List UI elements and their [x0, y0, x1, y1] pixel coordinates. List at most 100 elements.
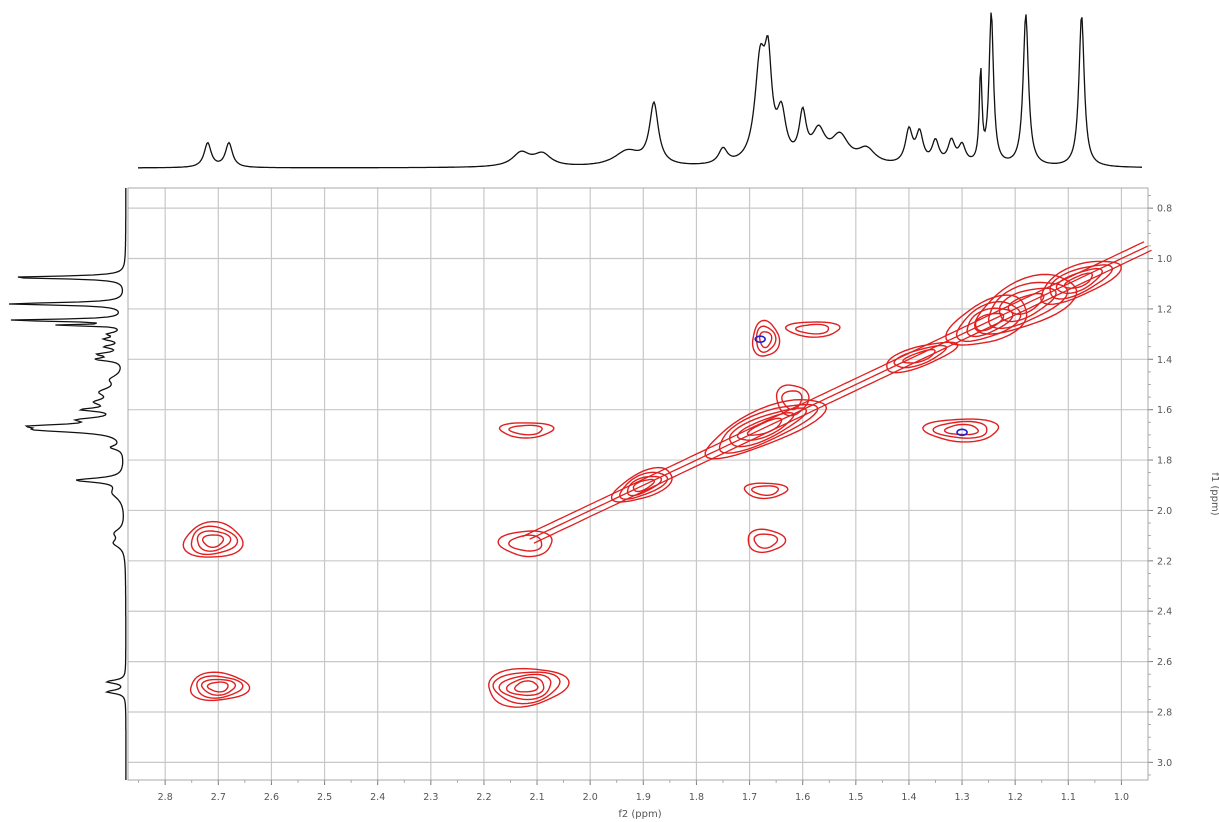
contour-level: [619, 471, 669, 500]
contour-level: [932, 420, 988, 439]
contour-level: [196, 530, 232, 552]
x-tick-label: 1.0: [1114, 792, 1129, 803]
x-axis: 2.8 2.7 2.6 2.5 2.4 2.3 2.2 2.1 2.0 1.9 1.8 1.7 1.6 1…: [138, 780, 1129, 803]
cross-peak: [182, 520, 244, 558]
y-tick-label: 1.4: [1157, 355, 1172, 366]
x-tick-label: 2.5: [317, 792, 332, 803]
x-tick-label: 2.3: [423, 792, 438, 803]
cross-peak: [497, 530, 553, 558]
cross-peak: [704, 398, 828, 460]
y-tick-label: 3.0: [1157, 758, 1172, 769]
contour-level: [781, 390, 803, 411]
cross-peak: [743, 482, 789, 500]
y-tick-label: 1.0: [1157, 254, 1172, 265]
x-tick-label: 1.9: [636, 792, 651, 803]
contour-level: [743, 482, 789, 500]
x-tick-label: 1.8: [689, 792, 704, 803]
contour-level: [753, 533, 779, 549]
cross-peak: [751, 319, 781, 357]
x-tick-label: 1.3: [955, 792, 970, 803]
contour-level: [201, 534, 225, 548]
y-tick-label: 1.6: [1157, 405, 1172, 416]
x-axis-title: f2 (ppm): [618, 809, 661, 820]
contour-level: [1007, 292, 1045, 315]
cross-peak: [488, 667, 570, 708]
diagonal-contour: [533, 249, 1152, 544]
contour-level: [973, 273, 1078, 335]
top-spectrum-trace: [138, 12, 1142, 169]
contour-level: [775, 384, 810, 417]
contour-level: [513, 680, 539, 693]
y-tick-label: 2.4: [1157, 607, 1172, 618]
y-axis-title: f1 (ppm): [1209, 472, 1219, 515]
contour-level: [505, 676, 545, 697]
x-tick-label: 1.5: [848, 792, 863, 803]
x-tick-label: 2.7: [211, 792, 226, 803]
x-tick-label: 2.4: [370, 792, 385, 803]
x-tick-label: 1.7: [742, 792, 757, 803]
contour-level: [206, 681, 229, 693]
contour-level: [758, 331, 773, 349]
contour-level: [794, 323, 830, 335]
contour-level: [755, 325, 777, 354]
contour-level: [498, 422, 555, 439]
contour-level: [750, 485, 779, 496]
contour-level: [488, 667, 570, 708]
contour-level: [626, 475, 663, 497]
contour-level: [955, 301, 1022, 343]
cross-peak: [886, 341, 959, 374]
cross-peak: [610, 466, 673, 503]
contour-level: [497, 530, 553, 558]
cross-peak: [922, 418, 1000, 443]
x-tick-label: 1.1: [1061, 792, 1076, 803]
contour-level: [196, 675, 244, 699]
y-tick-label: 1.2: [1157, 304, 1172, 315]
contour-level: [610, 466, 673, 503]
contour-level: [784, 321, 841, 338]
left-1d-projection: [8, 187, 127, 780]
contour-level: [182, 520, 244, 558]
contour-level: [704, 398, 828, 460]
contour-level: [189, 671, 251, 702]
contour-level: [190, 525, 239, 556]
contour-level: [728, 407, 808, 448]
x-tick-label: 1.4: [901, 792, 916, 803]
contour-level: [747, 528, 787, 554]
contour-level: [498, 673, 552, 701]
x-tick-label: 1.6: [795, 792, 810, 803]
contour-level: [508, 534, 543, 552]
cross-peak: [784, 321, 841, 338]
left-spectrum-trace: [8, 187, 127, 780]
cross-peak: [973, 273, 1078, 335]
contour-level: [998, 287, 1057, 323]
contour-level: [508, 424, 543, 436]
contour-level: [736, 412, 795, 441]
contour-level: [902, 348, 936, 364]
contour-level: [1063, 272, 1094, 289]
contour-level: [943, 423, 980, 436]
x-tick-label: 2.2: [476, 792, 491, 803]
cross-peak: [498, 422, 555, 439]
y-tick-label: 1.8: [1157, 456, 1172, 467]
contour-level: [886, 341, 959, 374]
cross-peak: [747, 528, 787, 554]
top-1d-projection: [138, 12, 1142, 169]
contour-level: [492, 671, 561, 705]
y-tick-label: 2.0: [1157, 506, 1172, 517]
contour-level: [966, 307, 1014, 338]
contour-level: [922, 418, 1000, 443]
x-tick-label: 2.1: [530, 792, 545, 803]
plot-grid: [128, 188, 1148, 780]
cross-peak: [1040, 260, 1122, 305]
contour-level: [1055, 267, 1103, 295]
contour-level: [974, 312, 1005, 332]
negative-contour: [754, 335, 766, 343]
contour-level: [987, 281, 1069, 330]
contour-level: [632, 478, 656, 493]
contour-level: [200, 678, 237, 696]
y-tick-label: 2.6: [1157, 657, 1172, 668]
contour-level: [751, 319, 781, 357]
x-tick-label: 1.2: [1008, 792, 1023, 803]
y-tick-label: 2.8: [1157, 707, 1172, 718]
